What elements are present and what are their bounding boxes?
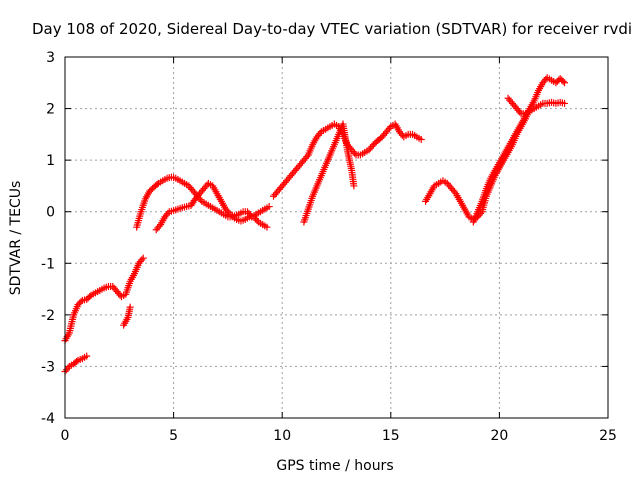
data-point — [303, 153, 311, 161]
data-point — [155, 222, 163, 230]
x-tick-label: 25 — [599, 428, 617, 444]
data-point — [265, 203, 273, 211]
y-axis-label: SDTVAR / TECUs — [8, 181, 24, 296]
y-tick-label: -2 — [41, 308, 55, 324]
y-tick-label: 0 — [46, 205, 55, 221]
data-point — [417, 136, 425, 144]
data-point — [164, 209, 172, 217]
data-point — [196, 196, 204, 204]
data-point — [153, 181, 161, 189]
y-tick-label: 1 — [46, 153, 55, 169]
x-tick-label: 0 — [61, 428, 70, 444]
data-point — [385, 124, 393, 132]
grid-lines — [65, 57, 608, 418]
data-point — [516, 108, 524, 116]
x-tick-label: 10 — [273, 428, 291, 444]
data-points — [61, 74, 569, 376]
y-tick-label: -3 — [41, 359, 55, 375]
y-tick-label: 2 — [46, 102, 55, 118]
x-tick-label: 5 — [169, 428, 178, 444]
data-point — [559, 77, 567, 85]
x-axis-label: GPS time / hours — [276, 458, 393, 474]
data-point — [77, 298, 85, 306]
y-tick-label: 3 — [46, 50, 55, 66]
data-point — [126, 303, 134, 311]
chart-title: Day 108 of 2020, Sidereal Day-to-day VTE… — [32, 20, 632, 38]
axis-ticks: 0 5 10 15 20 25 -4 -3 -2 -1 0 1 2 3 — [41, 50, 617, 444]
data-point — [561, 99, 569, 107]
data-point — [263, 223, 271, 231]
data-point — [225, 209, 233, 217]
data-point — [73, 357, 81, 365]
data-point — [138, 256, 146, 264]
data-point — [451, 188, 459, 196]
y-tick-label: -4 — [41, 411, 55, 427]
data-point — [351, 149, 359, 157]
data-point — [253, 216, 261, 224]
data-point — [86, 293, 94, 301]
data-point — [561, 79, 569, 87]
data-point — [139, 254, 147, 262]
plot-frame — [64, 56, 609, 419]
y-tick-label: -1 — [41, 256, 55, 272]
data-point — [64, 364, 72, 372]
x-tick-label: 20 — [490, 428, 508, 444]
data-point — [316, 129, 324, 137]
data-point — [350, 182, 358, 190]
x-tick-label: 15 — [382, 428, 400, 444]
data-point — [83, 352, 91, 360]
